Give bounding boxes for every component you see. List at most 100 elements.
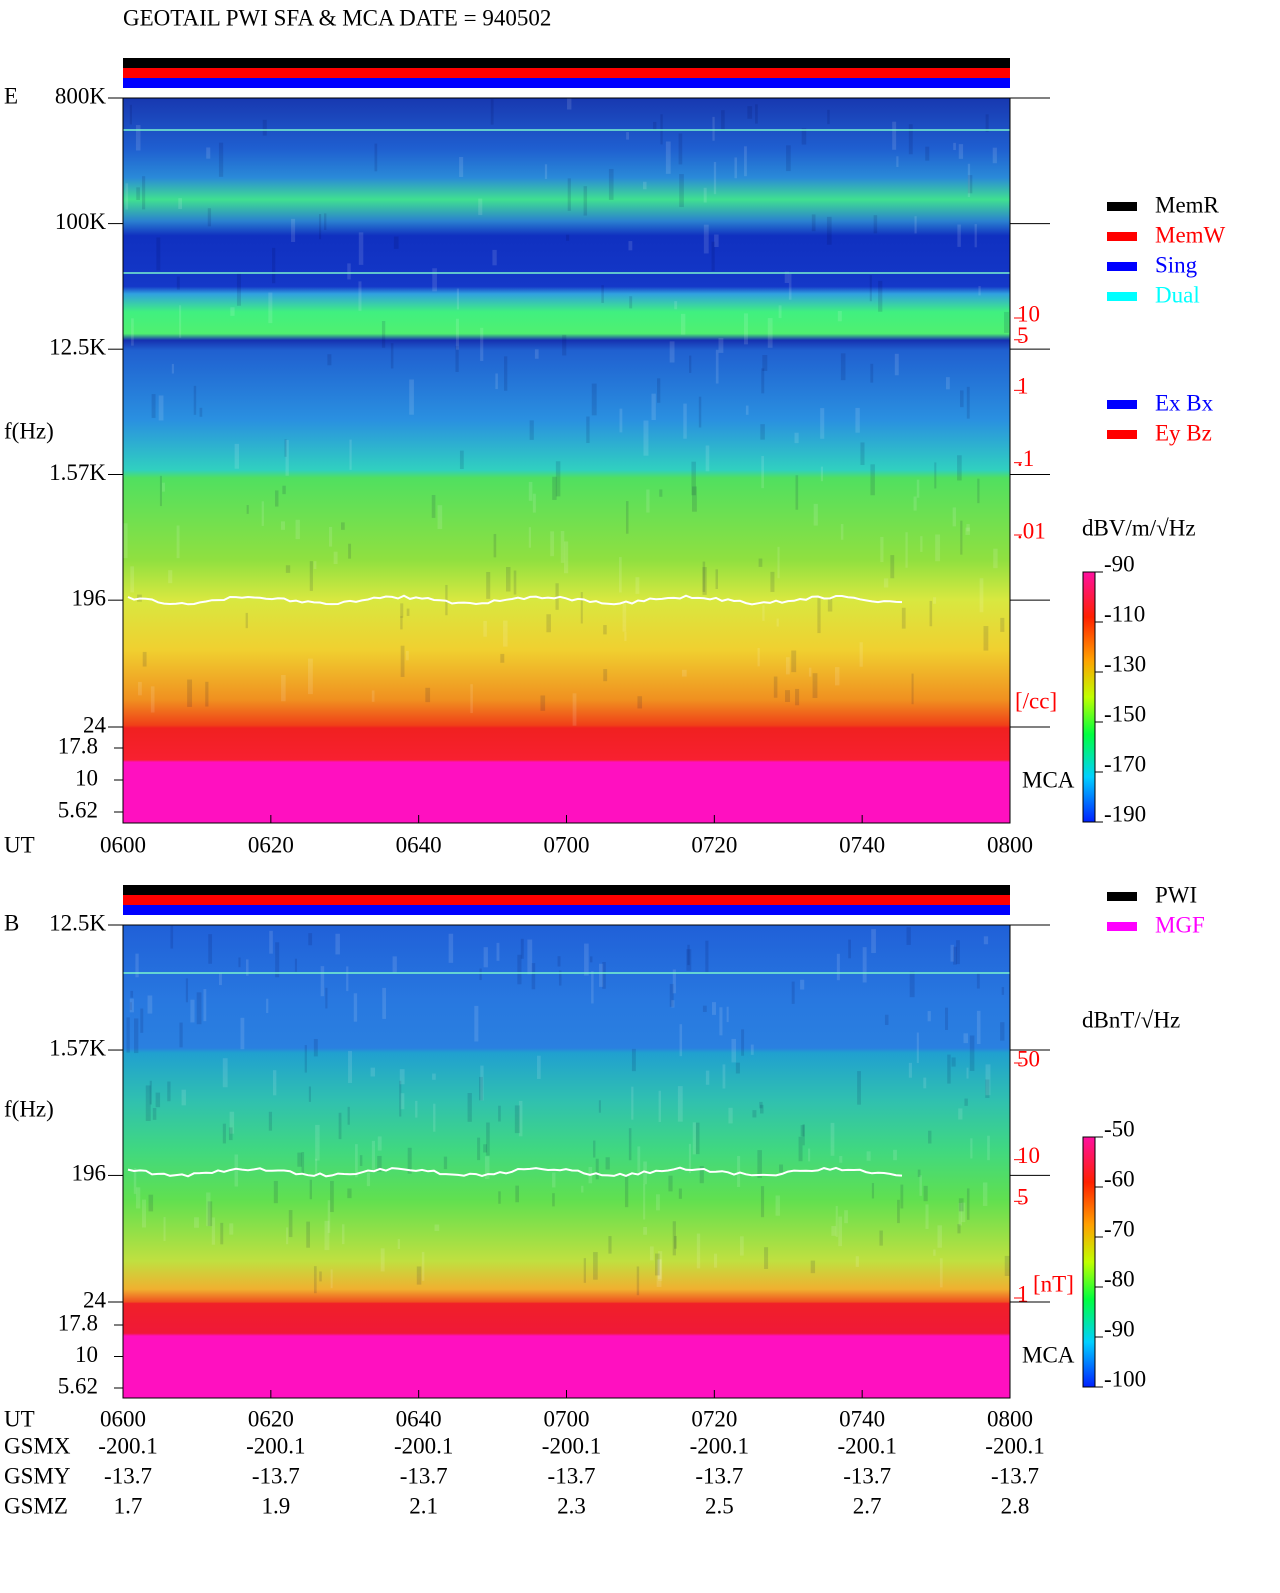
- spectrogram-texture: [598, 1100, 601, 1113]
- spectrogram-texture: [735, 1062, 740, 1074]
- spectrogram-texture: [624, 1176, 629, 1208]
- spectrogram-texture: [415, 1100, 418, 1118]
- colorbar-tick-label: -130: [1104, 651, 1146, 676]
- spectrogram-texture: [150, 686, 155, 713]
- spectrogram-texture: [566, 234, 570, 241]
- orbit-value: 1.7: [114, 1493, 143, 1518]
- spectrogram-texture: [711, 241, 715, 271]
- spectrogram-texture: [374, 143, 378, 172]
- spectrogram-texture: [752, 1110, 757, 1118]
- spectrogram-texture: [993, 548, 998, 569]
- spectrogram-texture: [268, 292, 273, 324]
- spectrogram-texture: [635, 577, 640, 594]
- spectrogram-texture: [518, 1100, 523, 1137]
- legend-label: MemR: [1155, 192, 1220, 217]
- spectrogram-texture: [359, 1155, 363, 1166]
- spectrogram-texture: [837, 310, 842, 322]
- spectrogram-texture: [870, 464, 875, 496]
- spectrogram-texture: [668, 1175, 673, 1192]
- spectrogram-texture: [238, 957, 241, 968]
- spectrogram-texture: [651, 393, 656, 421]
- spectrogram-texture: [917, 1169, 921, 1178]
- spectrogram-texture: [702, 1005, 707, 1013]
- spectrogram-texture: [155, 1092, 161, 1108]
- spectrogram-texture: [855, 407, 860, 433]
- spectrogram-texture: [135, 1187, 141, 1209]
- spectrogram-texture: [313, 561, 317, 570]
- spectrogram-texture: [603, 625, 607, 635]
- spectrogram-texture: [349, 439, 352, 470]
- orbit-value: -13.7: [548, 1463, 596, 1488]
- orbit-value: -13.7: [400, 1463, 448, 1488]
- spectrogram-texture: [208, 934, 213, 964]
- spectrogram-texture: [626, 132, 629, 140]
- spectrogram-texture: [203, 989, 207, 1022]
- spectrogram-texture: [185, 978, 189, 1003]
- spectrogram-texture: [750, 1044, 754, 1055]
- spectrogram-texture: [268, 1111, 273, 1131]
- spectrogram-texture: [777, 546, 780, 579]
- spectrogram-texture: [646, 489, 650, 513]
- mca-tick-label: 10: [75, 765, 98, 790]
- legend-swatch: [1107, 232, 1137, 241]
- spectrogram-texture: [246, 505, 249, 514]
- spectrogram-texture: [836, 953, 840, 981]
- spectrogram-texture: [977, 478, 980, 504]
- spectrogram-texture: [923, 1077, 927, 1089]
- spectrogram-texture: [794, 432, 799, 444]
- spectrogram-texture: [760, 424, 765, 440]
- spectrogram-texture: [370, 1067, 376, 1077]
- spectrogram-texture: [958, 144, 964, 159]
- spectrogram-texture: [477, 1137, 481, 1161]
- spectrogram-texture: [798, 1136, 803, 1162]
- spectrogram-texture: [838, 1216, 843, 1247]
- spectrogram-texture: [810, 1260, 816, 1274]
- spectrogram-texture: [448, 933, 454, 963]
- spectrogram-texture: [280, 521, 285, 530]
- spectrogram-texture: [636, 1266, 640, 1296]
- spectrogram-texture: [284, 439, 287, 457]
- spectrogram-texture: [945, 1007, 949, 1030]
- spectrogram-texture: [713, 1253, 718, 1268]
- spectrogram-texture: [503, 620, 508, 647]
- spectrogram-texture: [884, 1014, 889, 1025]
- spectrogram-texture: [625, 501, 629, 534]
- spectrogram-texture: [490, 99, 494, 125]
- spectrogram-texture: [785, 657, 790, 675]
- spectrogram-texture: [671, 1000, 675, 1008]
- spectrogram-texture: [757, 648, 760, 667]
- spectrogram-texture: [230, 307, 235, 316]
- spectrogram-texture: [147, 995, 153, 1014]
- spectrogram-texture: [492, 249, 497, 266]
- spectrogram-texture: [758, 558, 763, 567]
- legend-swatch: [1107, 922, 1137, 931]
- spectrogram-texture: [953, 946, 957, 965]
- spectrogram-texture: [830, 1122, 835, 1156]
- spectrogram-texture: [914, 216, 917, 234]
- spectrogram-texture: [857, 1071, 861, 1105]
- spectrogram-texture: [584, 943, 589, 976]
- spectrogram-texture: [135, 953, 139, 978]
- spectrogram-texture: [871, 929, 876, 954]
- spectrogram-texture: [152, 1108, 157, 1120]
- spectrogram-texture: [894, 353, 899, 376]
- spectrogram-texture: [275, 942, 280, 978]
- spectrogram-texture: [281, 675, 286, 702]
- spectrogram-texture: [505, 567, 511, 592]
- spectrogram-texture: [961, 1202, 966, 1223]
- spectrogram-texture: [747, 106, 753, 119]
- spectrogram-texture: [855, 1256, 859, 1267]
- mode-bar: [123, 58, 1010, 68]
- orbit-value: -13.7: [991, 1463, 1039, 1488]
- mca-label: MCA: [1022, 1342, 1075, 1367]
- spectrogram-texture: [869, 275, 872, 302]
- spectrogram: [123, 925, 1010, 1398]
- spectrogram-texture: [678, 133, 683, 165]
- spectrogram-texture: [467, 1093, 472, 1122]
- spectrogram-texture: [586, 416, 590, 444]
- x-tick-label: 0740: [839, 1406, 885, 1431]
- colorbar-tick-label: -50: [1104, 1116, 1135, 1141]
- panel-label: E: [4, 83, 18, 108]
- y-tick-label: 196: [72, 1161, 107, 1186]
- spectrogram-texture: [722, 1064, 726, 1089]
